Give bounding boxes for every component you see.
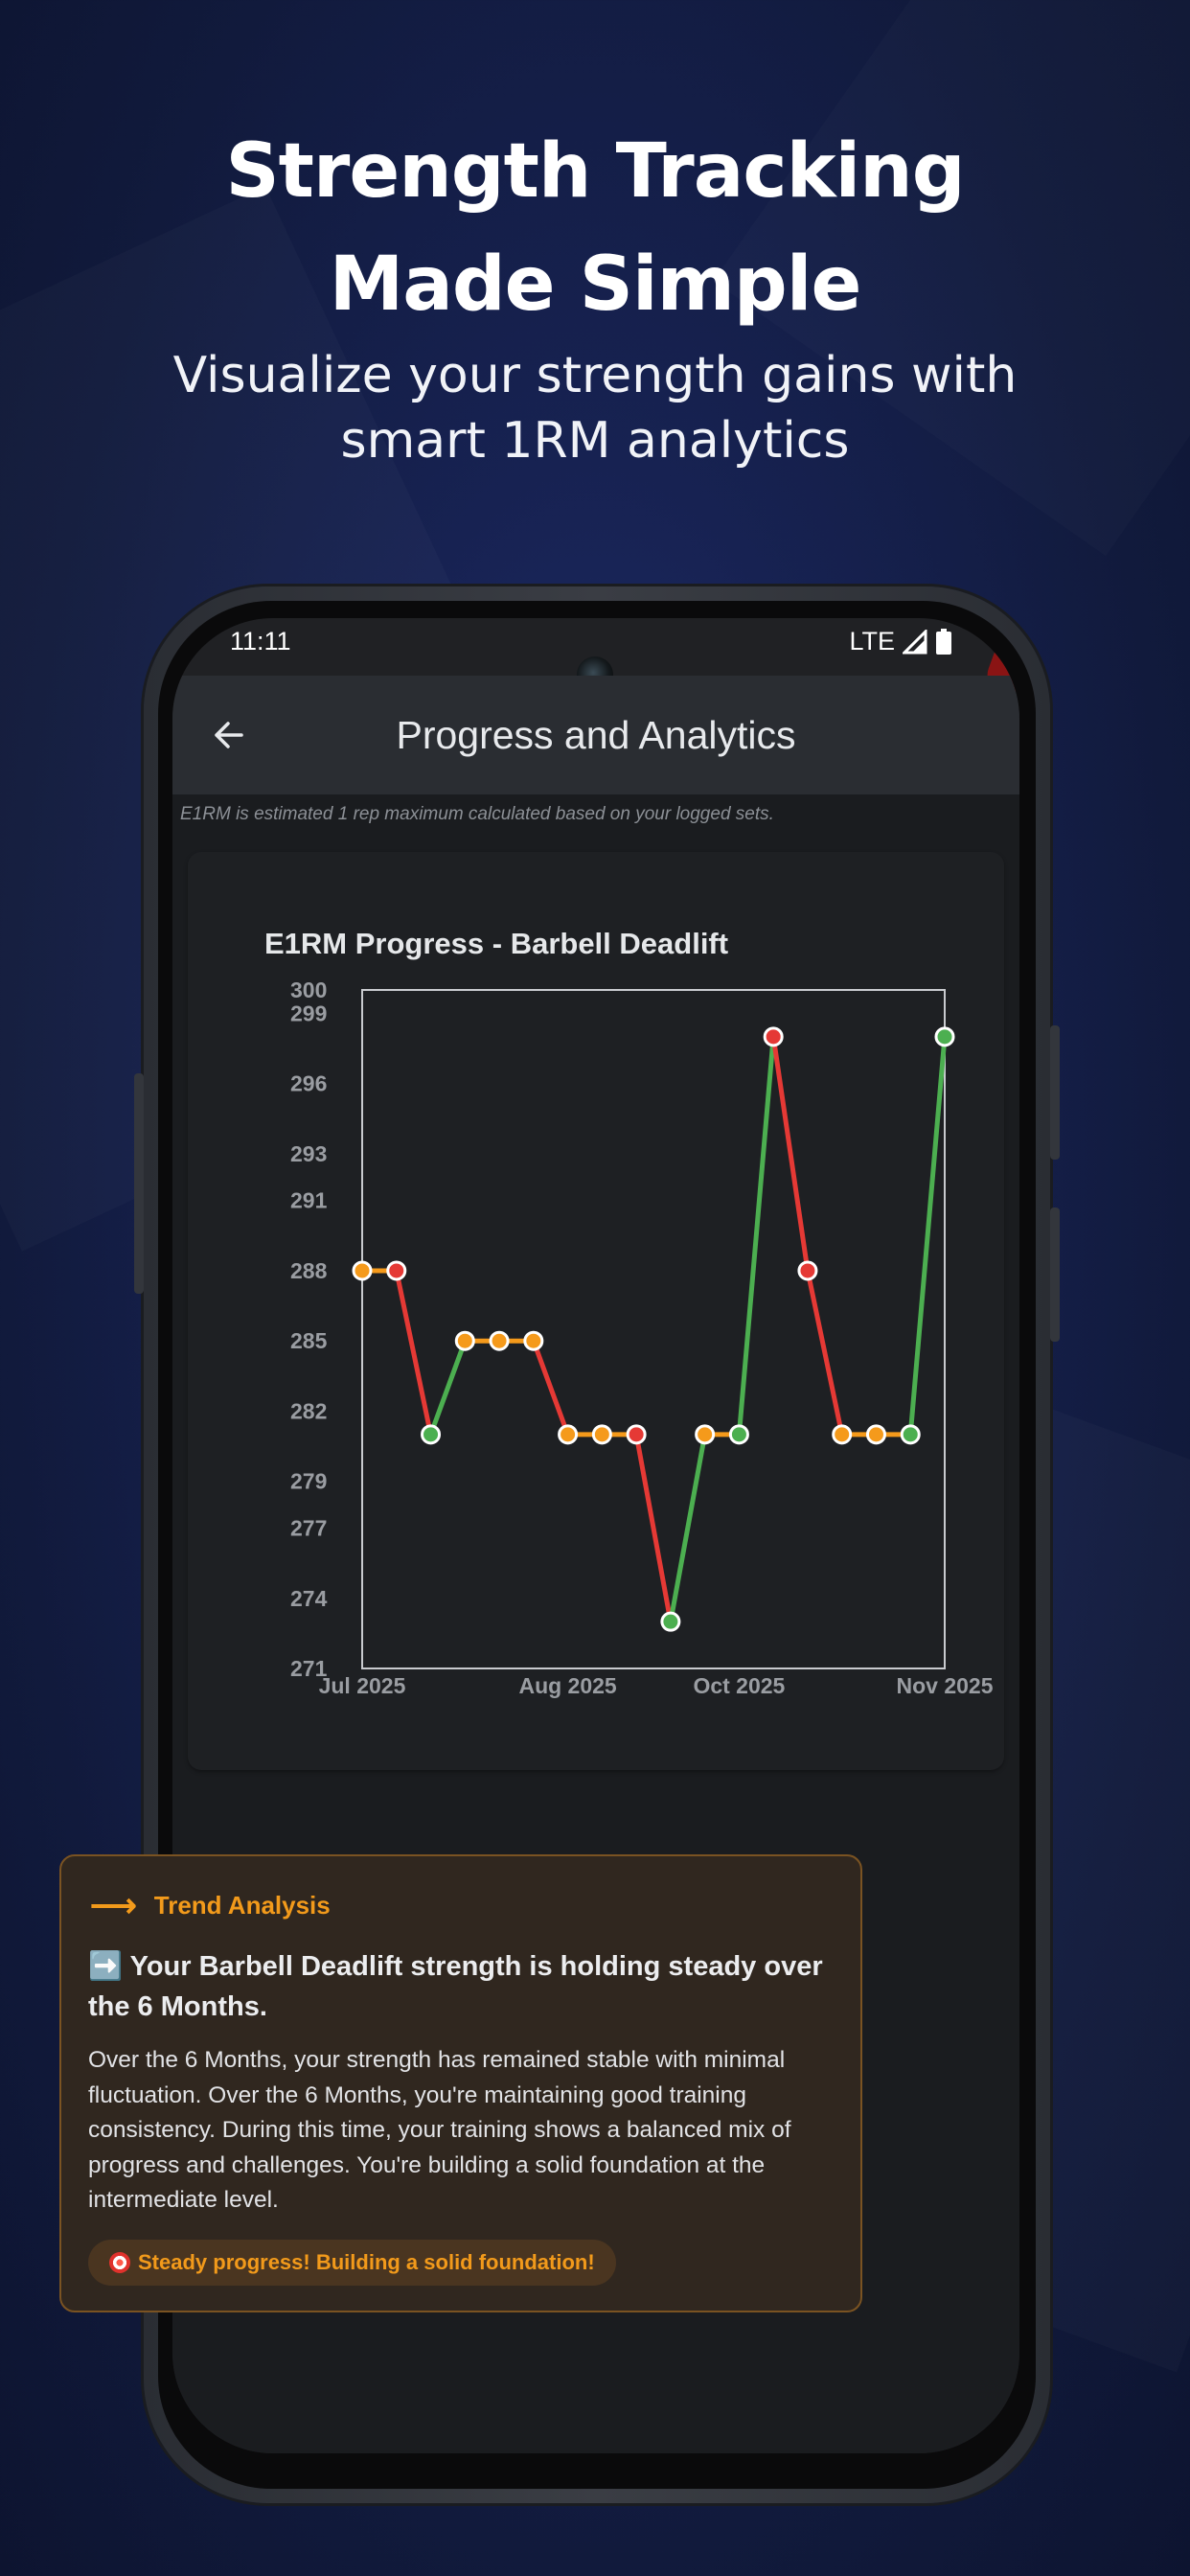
data-point [591,1424,612,1445]
y-tick-label: 285 [290,1328,328,1353]
status-icons: LTE [849,627,952,656]
y-tick-label: 293 [290,1141,327,1166]
data-point [558,1424,579,1445]
data-point [934,1026,955,1047]
arrow-left-icon[interactable] [209,716,247,754]
signal-icon [903,629,927,654]
data-point [489,1330,510,1351]
y-tick-label: 274 [290,1586,328,1611]
y-tick-label: 282 [290,1398,327,1423]
promo-headline: Strength Tracking Made Simple [0,115,1190,341]
battery-icon [936,628,951,655]
data-point [454,1330,475,1351]
target-icon [109,2252,130,2273]
y-tick-label: 277 [290,1516,327,1541]
y-tick-label: 271 [290,1656,328,1681]
data-point [695,1424,716,1445]
chart-title: E1RM Progress - Barbell Deadlift [264,927,729,960]
y-tick-label: 279 [290,1469,327,1494]
trend-header: ⟶ Trend Analysis [90,1887,331,1924]
y-tick-label: 300 [290,978,327,1002]
data-point [797,1260,818,1281]
data-point [523,1330,544,1351]
plot-frame [361,989,946,1669]
y-tick-label: 299 [290,1000,327,1025]
series-line-segment [907,1034,948,1438]
phone-side-button [134,1073,144,1294]
series-line-segment [633,1432,674,1624]
headline-line-2: Made Simple [329,242,862,328]
e1rm-note: E1RM is estimated 1 rep maximum calculat… [180,804,774,824]
y-tick-label: 296 [290,1071,327,1096]
trend-title: ➡️ Your Barbell Deadlift strength is hol… [88,1951,823,2022]
data-point [352,1260,373,1281]
trend-analysis-card: ⟶ Trend Analysis ➡️ Your Barbell Deadlif… [59,1854,862,2312]
y-tick-label: 291 [290,1188,328,1213]
series-line-segment [428,1338,468,1438]
x-tick-label: Oct 2025 [693,1673,785,1698]
subline-line-2: smart 1RM analytics [340,412,850,470]
data-point [728,1424,749,1445]
phone-side-button [1050,1208,1060,1342]
data-point [832,1424,853,1445]
series-line-segment [736,1034,776,1438]
trend-body: Over the 6 Months, your strength has rem… [88,2047,791,2213]
series-line-segment [394,1268,434,1438]
series-line-segment [668,1432,708,1624]
trend-header-label: Trend Analysis [153,1891,331,1920]
network-label: LTE [849,627,895,656]
trend-badge-label: Steady progress! Building a solid founda… [138,2250,595,2274]
chart-card: E1RM Progress - Barbell Deadlift 271 274 2… [188,852,1004,1770]
x-tick-label: Aug 2025 [518,1673,616,1698]
trend-badge: Steady progress! Building a solid founda… [88,2240,616,2286]
data-point [763,1026,784,1047]
promo-subline: Visualize your strength gains with smart… [0,343,1190,473]
subline-line-1: Visualize your strength gains with [172,347,1018,404]
y-tick-label: 288 [290,1258,328,1283]
status-bar: 11:11 LTE [172,618,1019,676]
series-line-segment [531,1338,571,1438]
x-tick-label: Nov 2025 [896,1673,993,1698]
phone-side-button [1050,1025,1060,1160]
page-title: Progress and Analytics [396,713,796,757]
trend-arrow-icon: ⟶ [90,1887,137,1924]
series-line-segment [770,1034,811,1274]
x-tick-label: Jul 2025 [319,1673,406,1698]
data-point [386,1260,407,1281]
app-bar: Progress and Analytics [172,676,1019,794]
data-point [626,1424,647,1445]
data-point [900,1424,921,1445]
headline-line-1: Strength Tracking [225,128,965,215]
status-time: 11:11 [230,627,291,656]
series-line-segment [805,1268,845,1438]
data-point [421,1424,442,1445]
data-point [660,1611,681,1632]
data-point [865,1424,886,1445]
